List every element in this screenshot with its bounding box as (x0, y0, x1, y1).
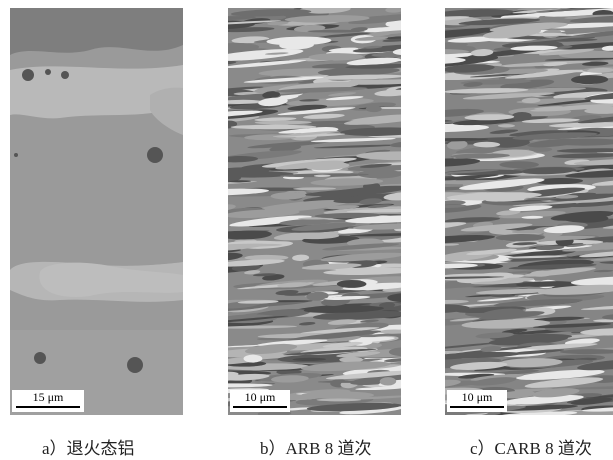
grain (356, 151, 445, 160)
grain (209, 107, 231, 111)
micrograph-a (10, 8, 183, 415)
scale-bar-c: 10 μm (447, 390, 507, 412)
micrograph-c (393, 5, 613, 420)
grain (337, 280, 367, 288)
micrograph-b (176, 4, 446, 417)
grain (499, 161, 539, 168)
caption: a）退火态铝 (42, 439, 135, 458)
caption: c）CARB 8 道次 (470, 439, 592, 458)
scale-bar-b: 10 μm (230, 390, 290, 412)
scale-label: 15 μm (33, 390, 64, 404)
page: 15 μm 10 μm 10 μm a）退火态铝 b）ARB 8 道次 c）CA… (0, 0, 613, 460)
scale-bar-a: 15 μm (12, 390, 84, 412)
figure: 15 μm 10 μm 10 μm a）退火态铝 b）ARB 8 道次 c）CA… (0, 0, 613, 460)
grain (213, 233, 229, 240)
scale-label: 10 μm (245, 390, 276, 404)
caption: b）ARB 8 道次 (260, 439, 371, 458)
scale-label: 10 μm (462, 390, 493, 404)
